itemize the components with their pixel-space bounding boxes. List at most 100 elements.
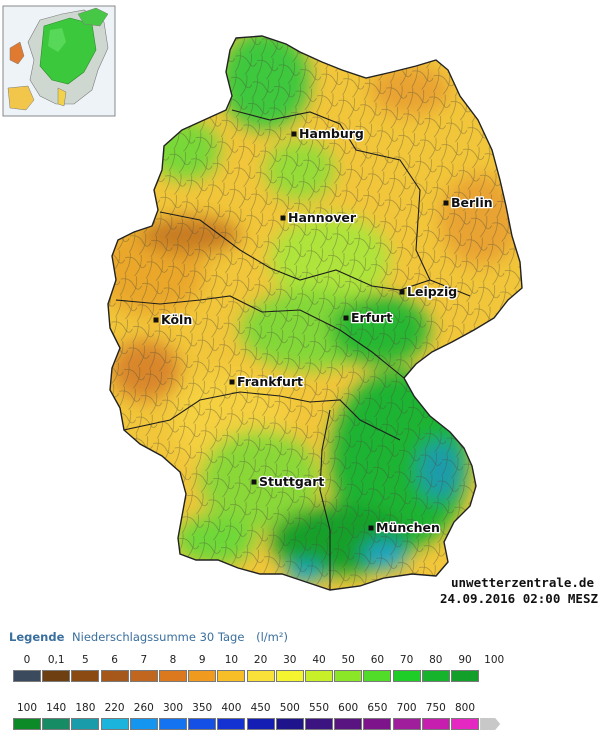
legend-color-swatch [13, 670, 41, 682]
legend-color-swatch [42, 718, 71, 730]
city-frankfurt: Frankfurt [229, 373, 304, 390]
city-dot [368, 525, 374, 531]
city-label: Hannover [288, 210, 357, 225]
city-dot [443, 200, 449, 206]
legend-value-label: 260 [133, 702, 154, 714]
legend-value-label: 180 [75, 702, 96, 714]
state-borders [115, 109, 471, 590]
city-stuttgart: Stuttgart [251, 473, 326, 490]
legend-value-label: 40 [312, 654, 326, 666]
legend-color-swatch [129, 718, 158, 730]
legend-value-label: 500 [279, 702, 300, 714]
legend-value-label: 350 [192, 702, 213, 714]
legend-color-swatch [42, 670, 71, 682]
legend-value-label: 650 [367, 702, 388, 714]
legend-color-swatch [305, 670, 333, 682]
legend-color-swatch [159, 718, 187, 730]
legend-color-swatch [100, 670, 129, 682]
legend-color-swatch [217, 670, 246, 682]
legend-value-label: 8 [169, 654, 177, 666]
legend-value-label: 80 [429, 654, 443, 666]
legend-color-swatch [100, 718, 129, 730]
legend-value-label: 70 [399, 654, 414, 666]
city-berlin: Berlin [443, 194, 494, 211]
city-dot [153, 317, 159, 323]
legend-value-label: 7 [140, 654, 148, 666]
source-credit: unwetterzentrale.de [451, 575, 594, 590]
map-timestamp: 24.09.2016 02:00 MESZ [440, 591, 599, 606]
legend-title: Legende Niederschlagssumme 30 Tage (l/m²… [9, 630, 288, 644]
legend-value-label: 90 [458, 654, 472, 666]
city-markers: Hamburg Berlin Hannover Leipzig Köln Erfurt Fr… [153, 125, 494, 536]
legend-color-swatch [188, 718, 217, 730]
legend-value-label: 20 [253, 654, 268, 666]
legend-color-swatch [71, 670, 100, 682]
legend-value-label: 50 [341, 654, 355, 666]
legend-color-swatch [305, 718, 333, 730]
legend-value-label: 800 [454, 702, 476, 714]
legend-value-label: 10 [224, 654, 239, 666]
legend-color-swatch [246, 670, 275, 682]
legend-color-swatch [334, 670, 363, 682]
legend-value-label: 750 [425, 702, 446, 714]
city-label: Berlin [451, 195, 493, 210]
legend-value-label: 9 [198, 654, 206, 666]
legend-color-swatch [392, 718, 421, 730]
legend-color-swatch [451, 670, 479, 682]
legend-value-label: 400 [221, 702, 242, 714]
city-hamburg: Hamburg [291, 125, 365, 142]
legend-value-label: 6 [111, 654, 118, 666]
legend-color-swatch [334, 718, 363, 730]
legend-color-swatch [363, 670, 392, 682]
city-label: Stuttgart [259, 474, 324, 489]
legend-color-swatch [275, 718, 304, 730]
city-label: Köln [161, 312, 192, 327]
legend-description: Niederschlagssumme 30 Tage [72, 630, 245, 644]
city-label: Frankfurt [237, 374, 303, 389]
legend-value-label: 60 [370, 654, 385, 666]
city-dot [399, 289, 405, 295]
legend-value-label: 550 [308, 702, 330, 714]
legend-value-label: 0,1 [47, 654, 65, 666]
legend-color-swatch [159, 670, 187, 682]
legend-heading: Legende [9, 630, 65, 644]
legend-overflow-arrow [480, 718, 501, 730]
inset-europe-map [2, 5, 116, 117]
legend-color-swatch [13, 718, 41, 730]
city-hannover: Hannover [280, 209, 358, 226]
legend-color-swatch [363, 718, 392, 730]
legend-color-swatch [421, 718, 450, 730]
legend-color-swatch [421, 670, 450, 682]
city-kln: Köln [153, 311, 194, 328]
city-dot [291, 131, 297, 137]
legend-color-swatch [275, 670, 304, 682]
city-label: Hamburg [299, 126, 364, 141]
legend-value-label: 100 [16, 702, 38, 714]
city-dot [343, 315, 349, 321]
city-label: Leipzig [407, 284, 457, 299]
legend-value-label: 450 [250, 702, 271, 714]
legend-color-swatch [451, 718, 479, 730]
legend-value-label: 220 [104, 702, 125, 714]
city-label: Erfurt [351, 310, 392, 325]
city-leipzig: Leipzig [399, 283, 458, 300]
city-dot [280, 215, 286, 221]
city-label: München [376, 520, 440, 535]
map-canvas: Hamburg Berlin Hannover Leipzig Köln Erfurt Fr… [2, 5, 599, 606]
legend-color-swatch [246, 718, 275, 730]
precipitation-map: Hamburg Berlin Hannover Leipzig Köln Erfurt Fr… [2, 5, 599, 606]
city-dot [251, 479, 257, 485]
legend-color-swatch [217, 718, 246, 730]
legend-panel: Legende Niederschlagssumme 30 Tage (l/m²… [0, 624, 612, 733]
legend-value-label: 100 [484, 654, 505, 666]
legend-value-label: 5 [82, 654, 89, 666]
legend-value-label: 700 [396, 702, 417, 714]
city-mnchen: München [368, 519, 441, 536]
legend-value-label: 140 [46, 702, 67, 714]
city-dot [229, 379, 235, 385]
legend-color-swatch [129, 670, 158, 682]
legend-value-label: 600 [338, 702, 359, 714]
legend-color-swatch [392, 670, 421, 682]
legend-value-label: 30 [283, 654, 297, 666]
legend-value-label: 0 [23, 654, 31, 666]
